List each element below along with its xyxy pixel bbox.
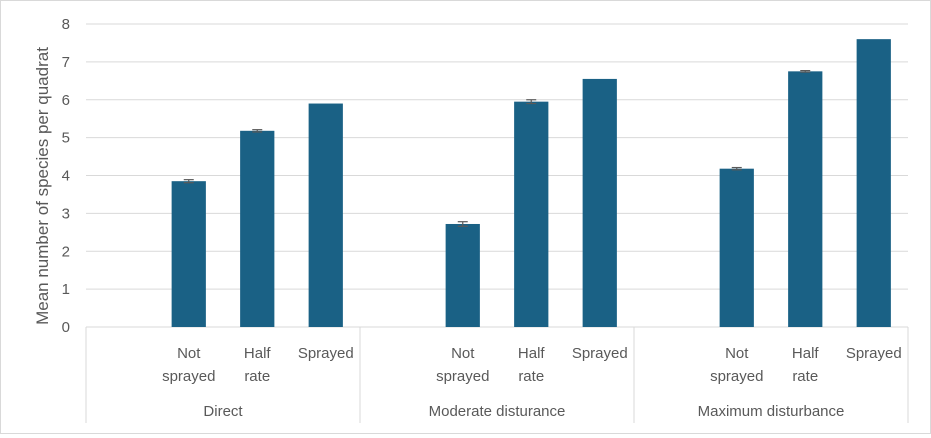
x-tick-label: Sprayed bbox=[298, 345, 354, 362]
x-tick-label: Half rate bbox=[518, 345, 546, 385]
x-tick-label-line: rate bbox=[518, 368, 544, 385]
y-tick-label: 2 bbox=[62, 243, 70, 260]
group-label: Moderate disturance bbox=[429, 403, 566, 420]
x-tick-label-line: Sprayed bbox=[572, 345, 628, 362]
y-tick-label: 4 bbox=[62, 168, 70, 185]
x-tick-label-line: Sprayed bbox=[846, 345, 902, 362]
x-tick-label-line: rate bbox=[792, 368, 818, 385]
y-tick-label: 5 bbox=[62, 130, 70, 147]
y-tick-label: 3 bbox=[62, 205, 70, 222]
x-tick-label: Not sprayed bbox=[710, 345, 763, 385]
x-tick-label-line: sprayed bbox=[436, 368, 489, 385]
bar bbox=[240, 130, 275, 327]
bars bbox=[171, 39, 891, 328]
x-tick-label: Sprayed bbox=[572, 345, 628, 362]
x-tick-label: Not sprayed bbox=[436, 345, 489, 385]
x-tick-label-line: Not bbox=[451, 345, 475, 362]
x-tick-label: Sprayed bbox=[846, 345, 902, 362]
gridlines bbox=[86, 23, 908, 290]
bar bbox=[514, 101, 549, 327]
axis-labels: 0 1 2 3 4 5 6 7 8 Not sprayed Half rate Sprayed Direct… bbox=[62, 16, 902, 420]
y-axis-title: Mean number of species per quadrat bbox=[33, 47, 52, 325]
y-tick-label: 6 bbox=[62, 92, 70, 109]
axes bbox=[85, 326, 909, 423]
bar bbox=[445, 223, 480, 327]
x-tick-label-line: rate bbox=[244, 368, 270, 385]
x-tick-label-line: Not bbox=[725, 345, 749, 362]
x-tick-label-line: Sprayed bbox=[298, 345, 354, 362]
y-tick-label: 7 bbox=[62, 54, 70, 71]
x-tick-label: Half rate bbox=[792, 345, 820, 385]
y-tick-label: 8 bbox=[62, 16, 70, 33]
group-label: Maximum disturbance bbox=[698, 403, 845, 420]
bar bbox=[171, 181, 206, 327]
x-tick-label-line: Half bbox=[518, 345, 546, 362]
y-tick-label: 0 bbox=[62, 319, 70, 336]
bar bbox=[582, 78, 617, 327]
x-tick-label: Half rate bbox=[244, 345, 272, 385]
x-tick-label: Not sprayed bbox=[162, 345, 215, 385]
bar bbox=[788, 71, 823, 327]
x-tick-label-line: sprayed bbox=[162, 368, 215, 385]
bar bbox=[308, 103, 343, 327]
bar bbox=[719, 168, 754, 327]
bar bbox=[856, 39, 891, 328]
group-label: Direct bbox=[203, 403, 243, 420]
x-tick-label-line: Not bbox=[177, 345, 201, 362]
y-tick-label: 1 bbox=[62, 281, 70, 298]
x-tick-label-line: sprayed bbox=[710, 368, 763, 385]
x-tick-label-line: Half bbox=[244, 345, 272, 362]
x-tick-label-line: Half bbox=[792, 345, 820, 362]
